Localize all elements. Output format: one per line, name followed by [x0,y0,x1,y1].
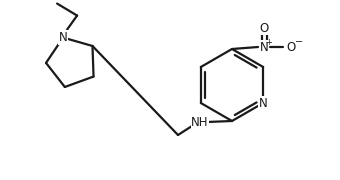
Text: −: − [295,37,303,47]
Text: N: N [259,96,268,109]
Text: NH: NH [191,116,209,129]
Text: +: + [266,37,272,46]
Text: N: N [260,40,268,53]
Text: N: N [59,31,67,44]
Text: O: O [286,40,295,53]
Text: O: O [259,21,269,35]
